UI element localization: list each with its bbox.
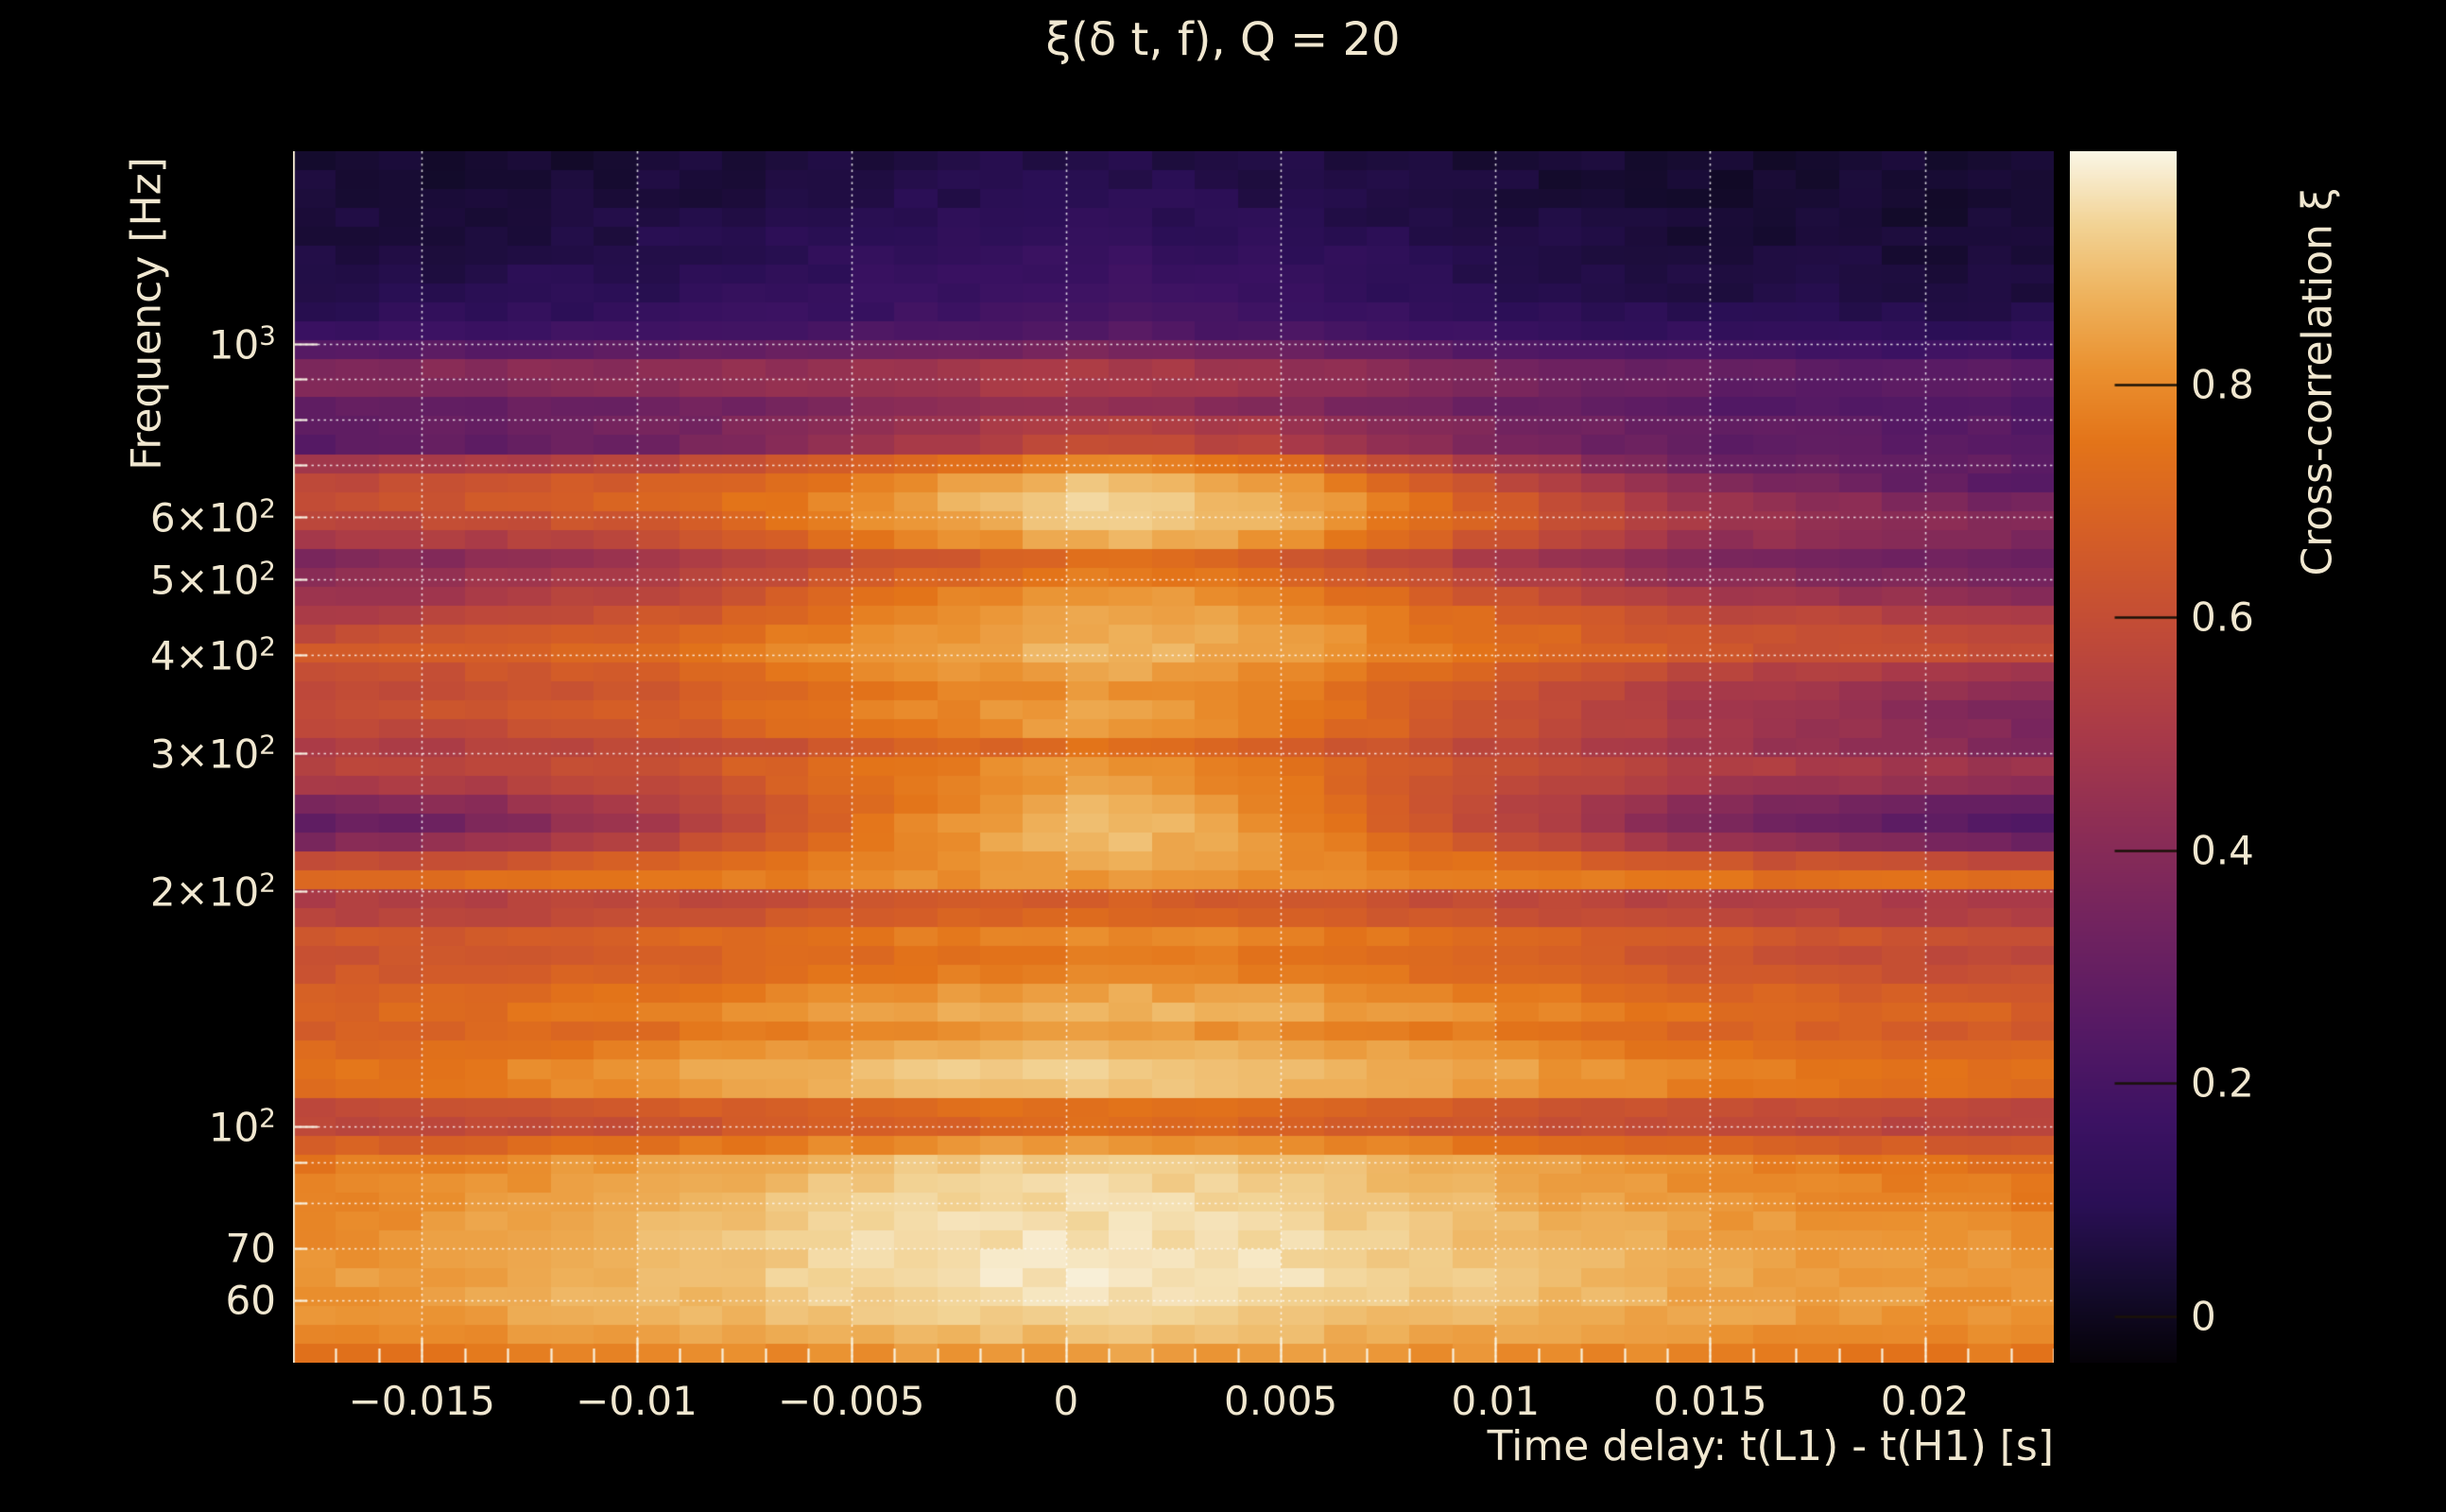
heatmap-canvas — [293, 151, 2054, 1363]
x-tick-label: 0.02 — [1880, 1378, 1970, 1424]
y-tick-label: 70 — [225, 1225, 276, 1272]
colorbar-tick-label: 0.2 — [2191, 1059, 2254, 1107]
y-tick-label: 102 — [208, 1102, 276, 1151]
x-tick-label: 0.005 — [1223, 1378, 1338, 1424]
y-tick-label: 2×102 — [149, 867, 276, 916]
x-tick-label: −0.005 — [777, 1378, 925, 1424]
x-tick-label: 0.015 — [1653, 1378, 1767, 1424]
y-axis-label: Frequency [Hz] — [122, 157, 171, 471]
y-tick-label: 5×102 — [149, 555, 276, 604]
y-tick-label: 4×102 — [149, 630, 276, 679]
colorbar-tick-label: 0 — [2191, 1293, 2216, 1340]
x-tick-label: −0.01 — [576, 1378, 698, 1424]
colorbar-tick-label: 0.8 — [2191, 361, 2254, 408]
x-tick-label: −0.015 — [348, 1378, 496, 1424]
y-tick-label: 60 — [225, 1277, 276, 1324]
colorbar-tick-label: 0.4 — [2191, 827, 2254, 874]
x-tick-label: 0 — [1053, 1378, 1079, 1424]
x-tick-label: 0.01 — [1451, 1378, 1541, 1424]
y-tick-label: 103 — [208, 319, 276, 369]
colorbar-label: Cross-correlation ξ — [2293, 187, 2342, 576]
colorbar-canvas — [2070, 151, 2177, 1363]
y-tick-label: 6×102 — [149, 492, 276, 541]
x-axis-label: Time delay: t(L1) - t(H1) [s] — [1487, 1422, 2054, 1470]
y-tick-label: 3×102 — [149, 729, 276, 778]
colorbar-tick-label: 0.6 — [2191, 593, 2254, 641]
chart-title: ξ(δ t, f), Q = 20 — [1045, 13, 1401, 66]
